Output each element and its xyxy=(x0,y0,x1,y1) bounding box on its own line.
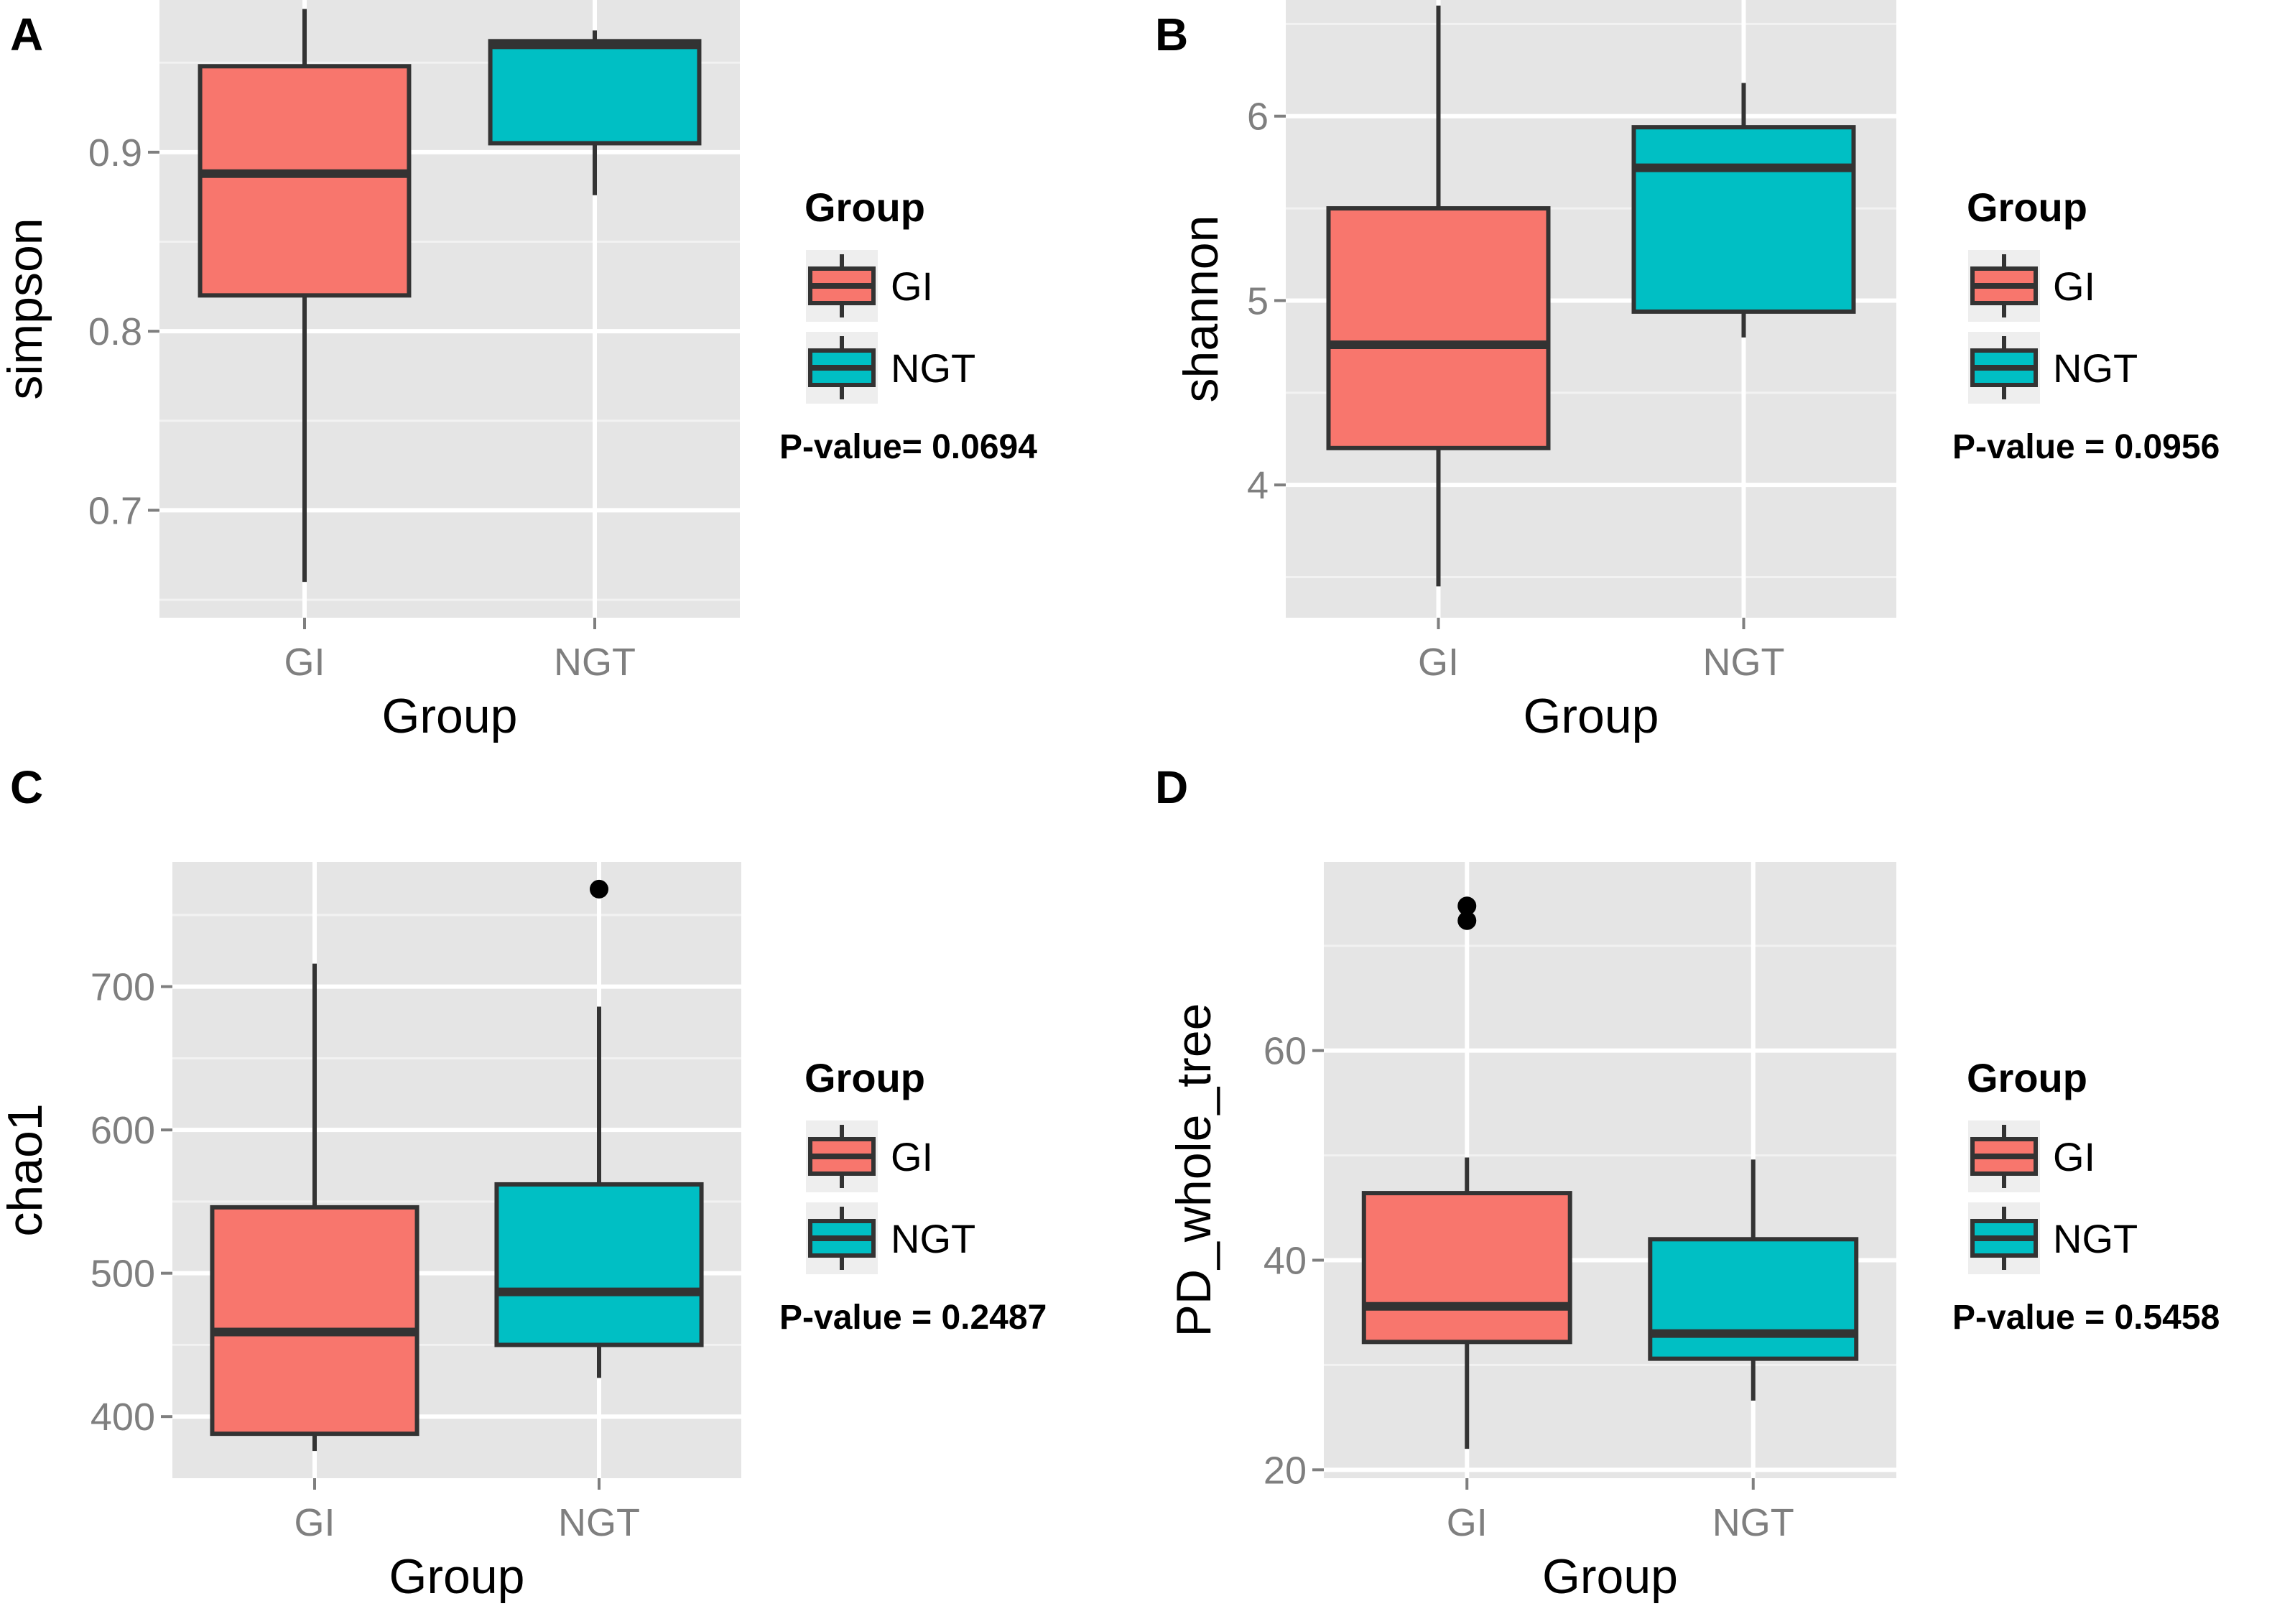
legend-label: NGT xyxy=(891,345,975,391)
legend-title: Group xyxy=(1967,1055,2087,1100)
x-axis-title: Group xyxy=(1524,689,1659,743)
y-tick-label: 5 xyxy=(1247,279,1269,323)
box-gi xyxy=(210,963,419,1452)
x-tick-label: NGT xyxy=(1703,641,1785,684)
outlier-point xyxy=(1457,911,1477,930)
y-tick-label: 60 xyxy=(1263,1030,1307,1073)
y-tick-label: 600 xyxy=(91,1109,155,1152)
box-iqr xyxy=(494,1182,704,1347)
outlier-point xyxy=(1457,896,1477,916)
box-iqr xyxy=(1361,1191,1572,1345)
x-tick-label: NGT xyxy=(1712,1501,1794,1544)
box-iqr xyxy=(1648,1237,1859,1361)
legend-label: NGT xyxy=(2053,345,2138,391)
y-tick-label: 0.8 xyxy=(88,310,142,353)
legend-label: NGT xyxy=(891,1216,975,1261)
y-tick-label: 4 xyxy=(1247,464,1269,507)
legend-label: GI xyxy=(891,1134,933,1179)
y-tick-label: 40 xyxy=(1263,1239,1307,1282)
legend-label: GI xyxy=(2053,264,2095,309)
legend: Group GI NGT xyxy=(1967,1055,2138,1274)
outlier-point xyxy=(590,879,608,899)
box-iqr xyxy=(210,1205,419,1437)
legend-key-ngt xyxy=(1968,332,2040,404)
box-gi xyxy=(198,9,412,583)
legend-key-gi xyxy=(1968,1120,2040,1192)
legend-key-gi xyxy=(806,1120,878,1192)
x-tick-label: GI xyxy=(1447,1501,1488,1544)
p-value-label: P-value = 0.2487 xyxy=(779,1299,1047,1337)
x-tick-label: NGT xyxy=(558,1501,640,1544)
y-tick-label: 400 xyxy=(91,1396,155,1439)
y-axis-title: chao1 xyxy=(0,1103,52,1236)
y-tick-label: 0.9 xyxy=(88,131,142,175)
box-ngt xyxy=(488,30,702,195)
legend: Group GI NGT xyxy=(805,185,975,404)
box-iqr xyxy=(1631,125,1856,314)
box-gi xyxy=(1361,896,1572,1449)
legend-title: Group xyxy=(1967,185,2087,230)
box-iqr xyxy=(488,39,702,146)
x-axis-title: Group xyxy=(382,689,518,743)
panel-c: C 400 500 600 700 GI NGT Group chao1 Group GI NGT P-… xyxy=(0,761,1047,1604)
y-axis-title: simpson xyxy=(0,218,52,399)
panel-letter: C xyxy=(10,761,43,813)
y-tick-label: 6 xyxy=(1247,96,1269,139)
p-value-label: P-value= 0.0694 xyxy=(779,428,1037,466)
y-tick-label: 500 xyxy=(91,1253,155,1296)
box-ngt xyxy=(1631,83,1856,338)
x-tick-label: NGT xyxy=(554,641,636,684)
box-iqr xyxy=(1326,206,1551,450)
x-tick-label: GI xyxy=(294,1501,335,1544)
x-axis-title: Group xyxy=(1542,1549,1678,1604)
y-axis-title: PD_whole_tree xyxy=(1167,1003,1221,1337)
legend-title: Group xyxy=(805,1055,925,1100)
legend-label: GI xyxy=(2053,1134,2095,1179)
panel-d: D 20 40 60 GI NGT Group PD_whole_tree Group GI NGT… xyxy=(1155,761,2220,1604)
panel-letter: A xyxy=(10,9,43,60)
x-tick-label: GI xyxy=(284,641,325,684)
legend-key-gi xyxy=(806,250,878,322)
legend-key-ngt xyxy=(1968,1202,2040,1274)
panel-a: A 0.7 0.8 0.9 GI NGT Group simpson Group GI NGT P-v… xyxy=(0,0,1037,743)
y-tick-label: 700 xyxy=(91,966,155,1009)
p-value-label: P-value = 0.0956 xyxy=(1952,428,2220,466)
y-tick-label: 20 xyxy=(1263,1449,1307,1492)
p-value-label: P-value = 0.5458 xyxy=(1952,1299,2220,1337)
legend-key-ngt xyxy=(806,1202,878,1274)
plot-background xyxy=(1324,862,1896,1478)
legend-label: GI xyxy=(891,264,933,309)
legend: Group GI NGT xyxy=(805,1055,975,1274)
legend: Group GI NGT xyxy=(1967,185,2138,404)
y-axis-title: shannon xyxy=(1174,215,1228,403)
panel-letter: D xyxy=(1155,761,1188,813)
x-tick-label: GI xyxy=(1418,641,1459,684)
legend-key-gi xyxy=(1968,250,2040,322)
legend-label: NGT xyxy=(2053,1216,2138,1261)
box-gi xyxy=(1326,5,1551,587)
legend-title: Group xyxy=(805,185,925,230)
box-iqr xyxy=(198,64,412,298)
box-ngt xyxy=(494,879,704,1378)
x-axis-title: Group xyxy=(389,1549,525,1604)
box-ngt xyxy=(1648,1159,1859,1401)
panel-b: B 4 5 6 GI NGT Group shannon Group GI NGT P-value =… xyxy=(1155,0,2220,743)
y-tick-label: 0.7 xyxy=(88,489,142,532)
panel-letter: B xyxy=(1155,9,1188,60)
legend-key-ngt xyxy=(806,332,878,404)
